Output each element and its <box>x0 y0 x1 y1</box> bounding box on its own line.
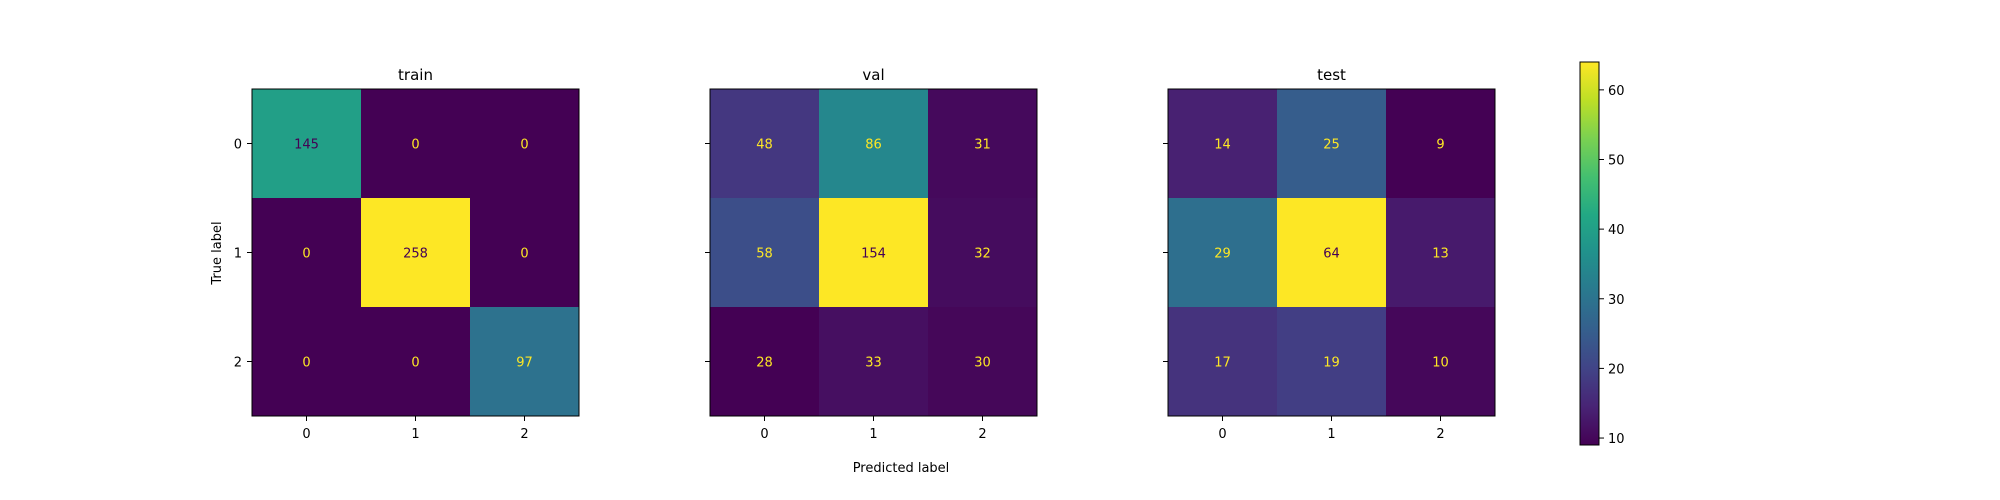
heatmap-cell <box>1168 198 1278 308</box>
cell-value-label: 145 <box>294 138 319 153</box>
heatmap-cell <box>710 307 820 417</box>
x-tick-label: 1 <box>411 427 419 442</box>
x-tick-label: 0 <box>302 427 310 442</box>
cell-value-label: 10 <box>1432 356 1449 371</box>
colorbar-tick-label: 50 <box>1608 153 1625 168</box>
heatmap-cell <box>361 307 471 417</box>
x-tick-label: 2 <box>978 427 986 442</box>
panel-title: test <box>1317 66 1346 84</box>
heatmap-cell <box>1168 89 1278 199</box>
y-axis-label: True label <box>210 221 225 285</box>
y-tick-label: 2 <box>234 356 242 371</box>
cell-value-label: 25 <box>1323 138 1340 153</box>
cell-value-label: 154 <box>861 247 886 262</box>
panel-train: train 145 0 0 0 258 0 0 0 97 0 1 2 0 1 2 <box>234 66 580 442</box>
heatmap-cell <box>928 307 1038 417</box>
cell-value-label: 0 <box>520 138 528 153</box>
heatmap-cell <box>928 198 1038 308</box>
heatmap-cell <box>819 307 929 417</box>
cell-value-label: 58 <box>756 247 773 262</box>
x-tick-label: 2 <box>1436 427 1444 442</box>
cell-value-label: 64 <box>1323 247 1340 262</box>
cell-value-label: 258 <box>403 247 428 262</box>
heatmap-cell <box>1386 307 1496 417</box>
cell-value-label: 0 <box>520 247 528 262</box>
heatmap-cell <box>1386 198 1496 308</box>
x-tick-label: 1 <box>869 427 877 442</box>
y-tick-label: 1 <box>234 247 242 262</box>
colorbar-tick-label: 40 <box>1608 223 1625 238</box>
x-tick-label: 2 <box>520 427 528 442</box>
heatmap-cell <box>252 307 362 417</box>
x-axis-label: Predicted label <box>853 461 950 476</box>
panel-test: test 14 25 9 29 64 13 17 19 10 0 1 2 <box>1163 66 1496 442</box>
x-tick-label: 1 <box>1327 427 1335 442</box>
heatmap-cell <box>252 198 362 308</box>
heatmap-cell <box>1277 307 1387 417</box>
cell-value-label: 33 <box>865 356 882 371</box>
heatmap-cell <box>819 89 929 199</box>
cell-value-label: 29 <box>1214 247 1231 262</box>
cell-value-label: 0 <box>411 356 419 371</box>
cell-value-label: 48 <box>756 138 773 153</box>
heatmap-cell <box>928 89 1038 199</box>
heatmap-cell <box>470 307 580 417</box>
cell-value-label: 14 <box>1214 138 1231 153</box>
cell-value-label: 9 <box>1436 138 1444 153</box>
panels-layer: train 145 0 0 0 258 0 0 0 97 0 1 2 0 1 2 val 48 86 31 58 154 3… <box>234 66 1496 442</box>
cell-value-label: 31 <box>974 138 991 153</box>
cell-value-label: 19 <box>1323 356 1340 371</box>
panel-title: val <box>862 66 884 84</box>
cell-value-label: 13 <box>1432 247 1449 262</box>
colorbar-tick-label: 30 <box>1608 293 1625 308</box>
colorbar-tick-label: 10 <box>1608 432 1625 447</box>
heatmap-cell <box>710 89 820 199</box>
heatmap-cell <box>710 198 820 308</box>
cell-value-label: 17 <box>1214 356 1231 371</box>
heatmap-cell <box>361 89 471 199</box>
heatmap-cell <box>1168 307 1278 417</box>
cell-value-label: 0 <box>302 356 310 371</box>
cell-value-label: 0 <box>411 138 419 153</box>
x-tick-label: 0 <box>760 427 768 442</box>
heatmap-cell <box>819 198 929 308</box>
y-tick-label: 0 <box>234 138 242 153</box>
cell-value-label: 30 <box>974 356 991 371</box>
heatmap-cell <box>1277 198 1387 308</box>
heatmap-cell <box>1277 89 1387 199</box>
colorbar: 10 20 30 40 50 60 <box>1579 61 1625 447</box>
panel-title: train <box>398 66 433 84</box>
heatmap-cell <box>470 198 580 308</box>
colorbar-frame <box>1579 61 1600 446</box>
colorbar-tick-label: 60 <box>1608 84 1625 99</box>
cell-value-label: 0 <box>302 247 310 262</box>
panel-val: val 48 86 31 58 154 32 28 33 30 0 1 2 <box>705 66 1038 442</box>
heatmap-cell <box>470 89 580 199</box>
cell-value-label: 86 <box>865 138 882 153</box>
cell-value-label: 28 <box>756 356 773 371</box>
x-tick-label: 0 <box>1218 427 1226 442</box>
cell-value-label: 32 <box>974 247 991 262</box>
heatmap-cell <box>361 198 471 308</box>
cell-value-label: 97 <box>516 356 533 371</box>
heatmap-cell <box>252 89 362 199</box>
colorbar-gradient <box>1580 62 1599 445</box>
colorbar-tick-label: 20 <box>1608 362 1625 377</box>
heatmap-cell <box>1386 89 1496 199</box>
